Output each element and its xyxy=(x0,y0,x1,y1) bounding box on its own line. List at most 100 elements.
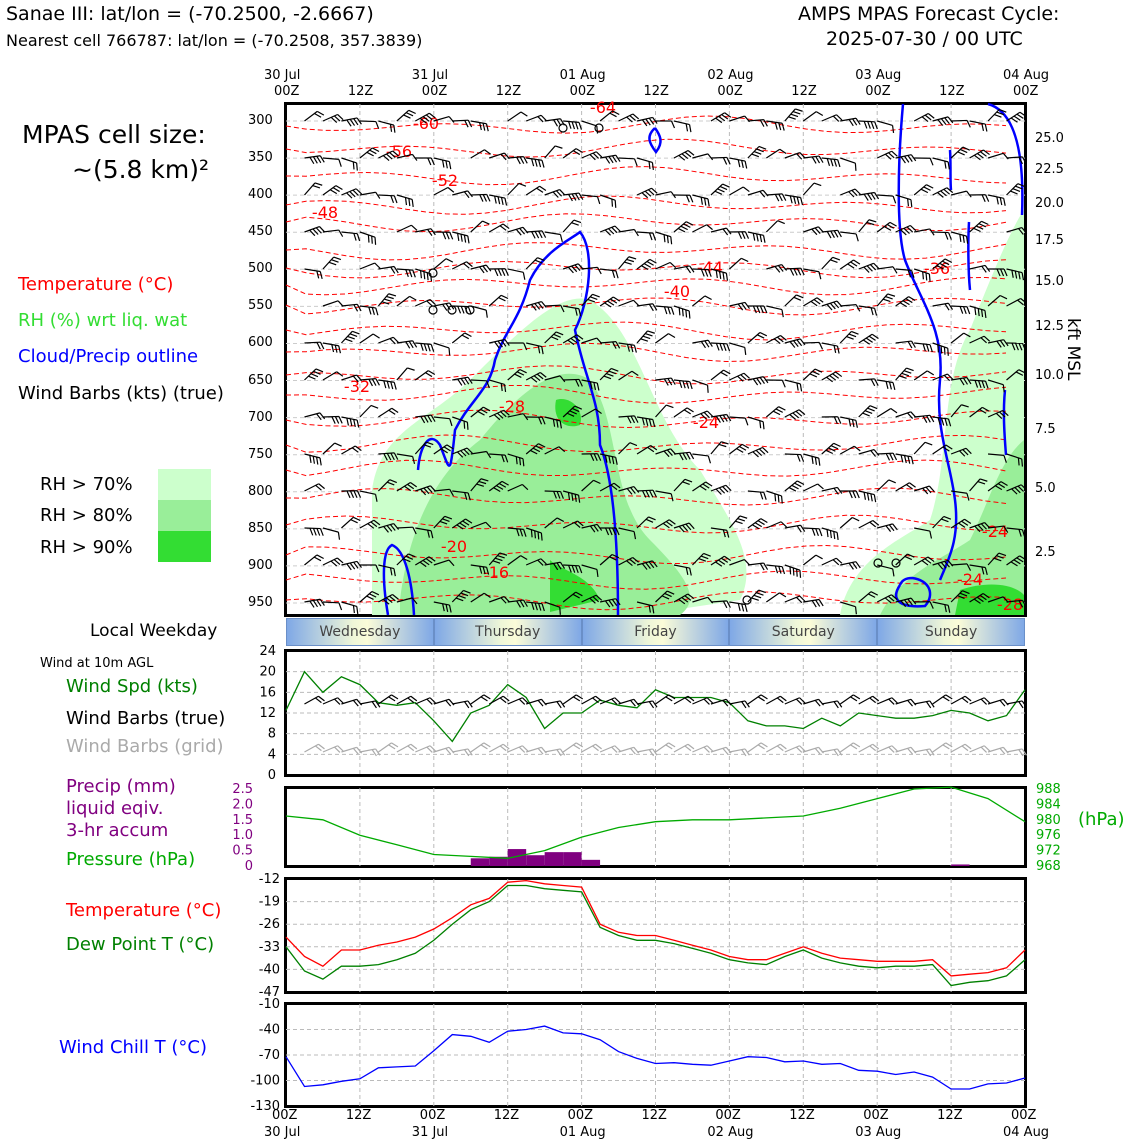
barb-staff xyxy=(378,694,392,705)
barb-flag xyxy=(826,231,832,239)
barb-staff xyxy=(766,120,783,124)
barb-flag xyxy=(595,695,602,702)
barb-flag xyxy=(868,335,876,341)
barb-flag xyxy=(999,699,1006,707)
wind-barb xyxy=(322,415,343,424)
barb-flag xyxy=(892,195,897,204)
barb-flag xyxy=(799,745,806,752)
barb-staff xyxy=(526,301,542,307)
barb-flag xyxy=(515,456,518,465)
barb-flag xyxy=(796,153,803,160)
barb-flag xyxy=(613,296,621,302)
barb-flag xyxy=(386,153,393,160)
barb-flag xyxy=(719,185,728,191)
barb-staff xyxy=(710,484,727,492)
barb-flag xyxy=(419,117,427,124)
barb-flag xyxy=(541,417,546,425)
barb-staff xyxy=(396,109,410,122)
wind-barb xyxy=(415,112,436,124)
barb-flag xyxy=(944,604,947,613)
wind-barb xyxy=(766,120,785,131)
barb-flag xyxy=(966,493,970,501)
barb-flag xyxy=(534,530,537,539)
barb-flag xyxy=(593,479,601,485)
wind-barb xyxy=(1006,555,1027,567)
barb-flag xyxy=(832,373,840,379)
cloud-outline xyxy=(1002,389,1008,456)
barb-staff xyxy=(987,746,1004,753)
barb-flag xyxy=(611,553,620,559)
barb-flag xyxy=(420,416,426,424)
barb-flag xyxy=(500,597,507,604)
barb-flag xyxy=(426,746,433,753)
pressure-tick-label: 850 xyxy=(248,520,273,536)
wind-barb xyxy=(396,268,416,278)
wind-barb xyxy=(766,490,783,504)
barb-staff xyxy=(729,748,746,753)
barb-flag xyxy=(996,196,999,205)
grid-wind-barb xyxy=(747,742,768,753)
barb-flag xyxy=(826,303,833,311)
surface-wind-barb xyxy=(581,695,602,705)
barb-flag xyxy=(885,525,892,533)
barb-staff xyxy=(876,745,893,753)
temperature-contour xyxy=(285,195,1007,215)
barb-flag xyxy=(884,153,892,160)
wind-barb xyxy=(802,111,824,122)
barb-flag xyxy=(559,561,566,569)
precip-bar xyxy=(563,852,582,866)
barb-flag xyxy=(874,192,880,200)
barb-flag xyxy=(367,523,375,529)
wind-barb xyxy=(784,267,805,276)
barb-flag xyxy=(1019,555,1027,561)
temperature-contour-label: -56 xyxy=(386,142,412,161)
barb-flag xyxy=(888,698,895,705)
barb-staff xyxy=(322,229,339,233)
barb-staff xyxy=(987,109,1000,122)
barb-flag xyxy=(942,260,950,266)
barb-staff xyxy=(322,157,339,160)
barb-flag xyxy=(985,194,990,202)
barb-flag xyxy=(426,698,433,705)
barb-staff xyxy=(876,479,890,492)
wind-barb xyxy=(821,557,843,566)
surface-wind-barb xyxy=(618,698,640,707)
wind-barb xyxy=(987,339,1009,348)
temperature-contour xyxy=(285,459,1007,477)
barb-flag xyxy=(393,568,396,577)
precip-tick: 2.5 xyxy=(232,782,253,797)
barb-flag xyxy=(719,415,725,423)
barb-staff xyxy=(396,295,410,307)
barb-staff xyxy=(507,555,521,566)
wind-barb xyxy=(1006,156,1027,165)
barb-staff xyxy=(895,268,912,271)
wind-barb xyxy=(747,562,769,571)
wind-barb xyxy=(969,264,991,273)
wind-barb xyxy=(951,305,971,315)
barb-flag xyxy=(942,696,950,702)
pressure-tick-label: 400 xyxy=(248,187,273,203)
barb-staff xyxy=(969,593,984,603)
barb-flag xyxy=(982,406,990,412)
barb-flag xyxy=(571,565,576,573)
barb-flag xyxy=(596,524,603,531)
barb-flag xyxy=(943,515,952,520)
barb-flag xyxy=(687,743,695,750)
barb-staff xyxy=(802,368,816,381)
barb-staff xyxy=(470,592,485,603)
barb-staff xyxy=(636,700,653,705)
barb-flag xyxy=(689,452,695,460)
barb-staff xyxy=(673,221,687,233)
barb-flag xyxy=(681,153,689,160)
barb-flag xyxy=(737,375,744,382)
barb-flag xyxy=(814,368,823,373)
barb-staff xyxy=(784,453,801,456)
barb-flag xyxy=(643,263,652,268)
barb-flag xyxy=(309,455,312,463)
barb-flag xyxy=(352,699,359,707)
surface-wind-barb xyxy=(747,694,768,705)
barb-flag xyxy=(848,418,852,427)
barb-flag xyxy=(707,269,712,277)
barb-staff xyxy=(563,120,580,123)
barb-flag xyxy=(924,441,933,446)
